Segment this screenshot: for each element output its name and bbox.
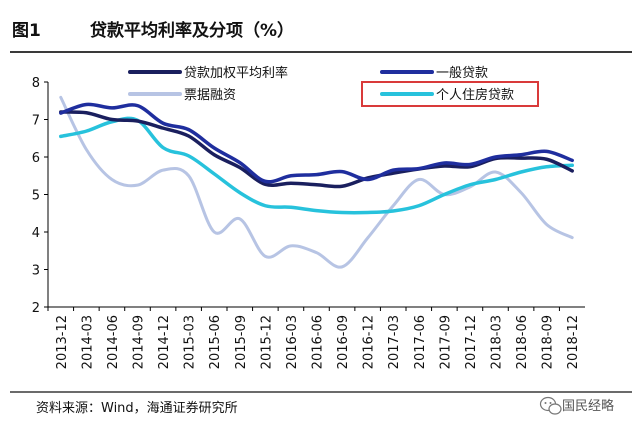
series-line-general xyxy=(59,102,574,184)
x-tick-label: 2013-12 xyxy=(55,315,70,369)
x-tick-label: 2016-12 xyxy=(362,315,377,369)
watermark: 国民经略 xyxy=(539,396,614,415)
legend-label-mortgage: 个人住房贷款 xyxy=(436,87,514,103)
x-tick-labels: 2013-12 2014-03 2014-06 2014-09 2014-12 2015-… xyxy=(47,307,581,369)
x-tick-label: 2016-06 xyxy=(311,315,326,369)
x-tick-label: 2017-03 xyxy=(387,315,402,369)
legend-label-bill: 票据融资 xyxy=(184,88,236,103)
y-tick-label: 5 xyxy=(32,189,40,204)
y-tick-label: 3 xyxy=(32,264,40,279)
x-tick-label: 2015-03 xyxy=(183,315,198,369)
x-tick-label: 2017-09 xyxy=(438,315,453,369)
watermark-text: 国民经略 xyxy=(562,398,614,414)
x-tick-label: 2014-03 xyxy=(80,315,95,369)
x-tick-label: 2018-09 xyxy=(541,315,556,369)
y-tick-label: 4 xyxy=(32,226,40,241)
axes xyxy=(47,82,585,308)
wechat-icon xyxy=(539,396,562,415)
x-tick-label: 2015-09 xyxy=(234,315,249,369)
legend-highlight-box xyxy=(361,81,539,107)
x-tick-label: 2018-06 xyxy=(515,315,530,369)
series-line-bill xyxy=(59,95,574,269)
series-layer xyxy=(59,95,574,269)
y-tick-label: 2 xyxy=(32,301,40,316)
x-tick-label: 2018-12 xyxy=(566,315,581,369)
x-tick-label: 2014-09 xyxy=(132,315,147,369)
x-tick-label: 2017-06 xyxy=(413,315,428,369)
legend-label-general: 一般贷款 xyxy=(436,65,488,81)
y-tick-labels: 2 3 4 5 6 7 8 xyxy=(32,76,48,316)
y-tick-label: 7 xyxy=(32,114,40,129)
source-note: 资料来源：Wind，海通证券研究所 xyxy=(36,400,238,416)
x-tick-label: 2015-12 xyxy=(259,315,274,369)
x-tick-label: 2016-09 xyxy=(336,315,351,369)
chart-title: 贷款平均利率及分项（%） xyxy=(90,20,294,41)
x-tick-label: 2017-12 xyxy=(464,315,479,369)
x-tick-label: 2015-06 xyxy=(208,315,223,369)
figure-number: 图1 xyxy=(12,21,41,41)
x-tick-label: 2014-06 xyxy=(106,315,121,369)
y-tick-label: 8 xyxy=(32,76,40,91)
x-tick-label: 2018-03 xyxy=(490,315,505,369)
x-tick-label: 2016-03 xyxy=(285,315,300,369)
x-tick-label: 2014-12 xyxy=(157,315,172,369)
legend: 贷款加权平均利率 一般贷款 票据融资 个人住房贷款 xyxy=(128,65,539,107)
legend-label-avg: 贷款加权平均利率 xyxy=(184,65,288,81)
series-line-mortgage xyxy=(59,116,574,215)
y-tick-label: 6 xyxy=(32,151,40,166)
